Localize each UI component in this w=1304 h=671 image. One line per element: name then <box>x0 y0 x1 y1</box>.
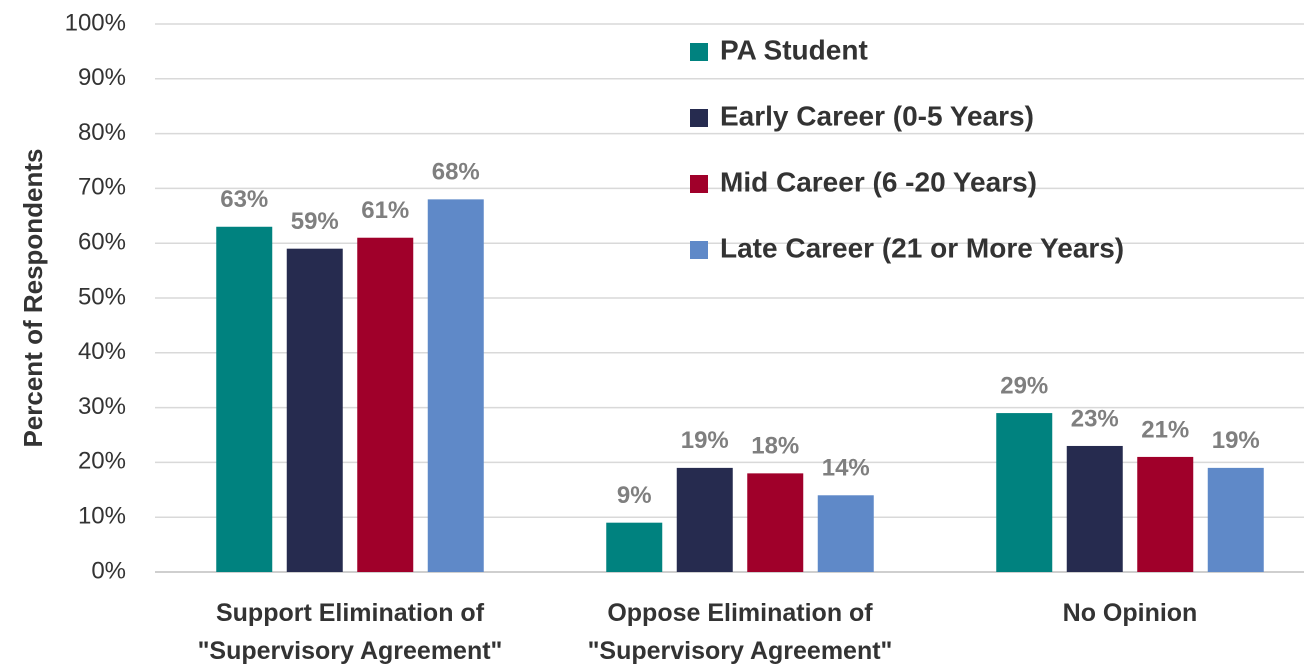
x-tick-label: Support Elimination of "Supervisory Agre… <box>197 599 503 665</box>
data-label: 61% <box>361 197 409 224</box>
legend-label: Early Career (0-5 Years) <box>720 100 1034 131</box>
bar <box>676 467 733 572</box>
data-label: 18% <box>751 433 799 460</box>
data-label: 9% <box>617 482 652 509</box>
y-tick-label: 60% <box>78 229 126 256</box>
legend-swatch <box>690 241 708 259</box>
bar <box>357 237 414 572</box>
bar <box>1137 456 1194 572</box>
legend-swatch <box>690 109 708 127</box>
data-label: 59% <box>291 208 339 235</box>
y-tick-label: 0% <box>91 557 126 584</box>
legend-label: Mid Career (6 -20 Years) <box>720 166 1037 197</box>
y-tick-label: 90% <box>78 64 126 91</box>
data-label: 23% <box>1071 405 1119 432</box>
data-label: 63% <box>220 186 268 213</box>
bar <box>747 473 804 572</box>
y-tick-label: 80% <box>78 119 126 146</box>
data-label: 29% <box>1000 372 1048 399</box>
bar <box>427 199 484 573</box>
data-label: 14% <box>822 455 870 482</box>
legend-swatch <box>690 43 708 61</box>
y-tick-label: 100% <box>65 9 126 36</box>
y-axis-label: Percent of Respondents <box>18 148 48 447</box>
bar <box>817 495 874 572</box>
bar <box>1207 467 1264 572</box>
data-label: 21% <box>1141 416 1189 443</box>
bar <box>286 248 343 572</box>
y-tick-label: 20% <box>78 448 126 475</box>
y-tick-label: 50% <box>78 283 126 310</box>
data-label: 68% <box>432 159 480 186</box>
bar <box>216 226 273 572</box>
legend-label: PA Student <box>720 34 868 65</box>
legend-swatch <box>690 175 708 193</box>
y-tick-label: 30% <box>78 393 126 420</box>
bar <box>606 522 663 572</box>
data-label: 19% <box>681 427 729 454</box>
x-tick-label: No Opinion <box>1062 599 1198 627</box>
data-label: 19% <box>1212 427 1260 454</box>
legend-label: Late Career (21 or More Years) <box>720 232 1124 263</box>
y-tick-label: 10% <box>78 503 126 530</box>
y-tick-label: 40% <box>78 338 126 365</box>
x-tick-label: Oppose Elimination of "Supervisory Agree… <box>587 599 893 665</box>
bar <box>1066 445 1123 572</box>
bar <box>996 413 1053 572</box>
y-tick-label: 70% <box>78 174 126 201</box>
